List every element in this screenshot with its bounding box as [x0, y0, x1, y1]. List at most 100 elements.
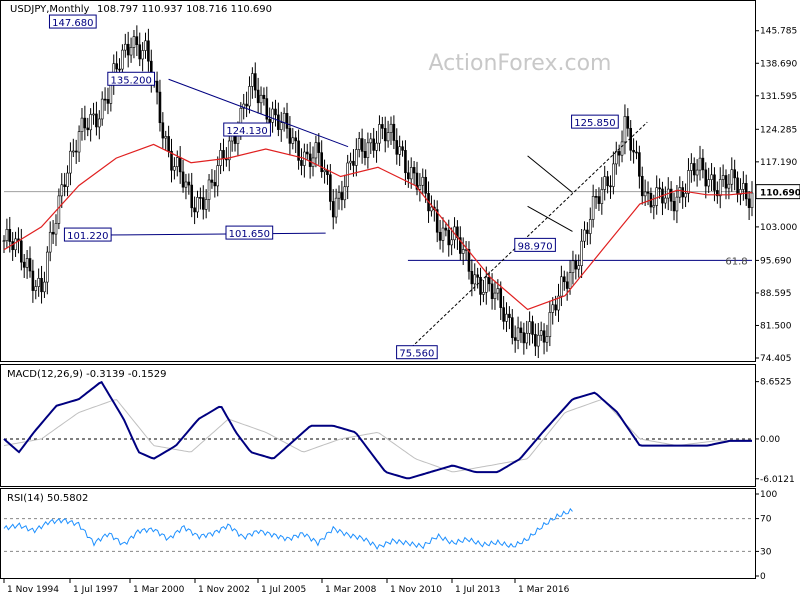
candle-body — [375, 142, 378, 151]
candle-body — [334, 197, 338, 218]
candle-body — [274, 108, 277, 116]
candle-body — [493, 292, 497, 299]
candle-body — [204, 199, 208, 210]
price-label: 75.560 — [399, 349, 434, 360]
candle-body — [447, 229, 451, 246]
candle-body — [265, 98, 269, 120]
candle-body — [219, 150, 222, 166]
candle-body — [213, 182, 217, 187]
candle-body — [187, 181, 191, 186]
watermark: ActionForex.com — [429, 51, 612, 76]
candle-body — [470, 271, 474, 285]
candle-body — [80, 117, 84, 132]
candle-body — [199, 197, 202, 199]
candle-body — [60, 184, 64, 197]
xtick-label: 1 Jul 2013 — [455, 585, 500, 595]
candle-body — [363, 151, 367, 158]
main-panel-frame — [0, 0, 756, 362]
candle-body — [418, 184, 422, 190]
current-price-label: 110.690 — [760, 189, 800, 199]
candle-body — [22, 261, 26, 268]
candle-body — [323, 169, 326, 173]
candle-body — [314, 142, 318, 159]
candle-body — [542, 330, 546, 343]
candle-body — [646, 191, 650, 194]
price-label-box — [48, 14, 97, 29]
candle-body — [164, 136, 168, 139]
candle-body — [612, 163, 615, 187]
rsi-plot-layer — [3, 507, 752, 552]
candle-body — [594, 196, 598, 198]
candle-body — [467, 249, 471, 272]
candle-body — [562, 276, 566, 283]
candle-body — [643, 191, 647, 197]
candle-body — [63, 184, 66, 187]
rsi-panel-frame — [0, 488, 756, 579]
candle-body — [8, 229, 12, 242]
xtick-label: 1 Nov 2010 — [390, 585, 442, 595]
candle-body — [727, 183, 731, 189]
candle-body — [704, 169, 708, 187]
candle-body — [525, 332, 529, 344]
candle-body — [106, 99, 110, 104]
candle-body — [485, 276, 488, 293]
candle-body — [123, 43, 127, 51]
candle-body — [268, 118, 271, 123]
price-label: 101.650 — [229, 229, 270, 240]
candle-body — [320, 152, 323, 173]
candle-body — [161, 122, 165, 139]
candle-body — [635, 151, 638, 154]
candle-body — [11, 241, 14, 251]
candle-body — [190, 184, 194, 209]
candle-body — [459, 237, 462, 254]
candle-body — [126, 43, 130, 56]
candle-body — [638, 152, 641, 177]
candle-body — [539, 330, 543, 336]
candle-body — [181, 171, 185, 188]
candle-body — [46, 251, 49, 283]
trendline-3 — [527, 155, 573, 193]
candle-body — [92, 113, 95, 116]
candle-body — [337, 192, 341, 199]
main-ytick-label: 131.595 — [760, 92, 797, 102]
trendline-2 — [407, 121, 648, 352]
candle-body — [571, 260, 575, 273]
trendline-4 — [527, 205, 573, 232]
candle-body — [173, 166, 176, 171]
candle-body — [31, 270, 35, 291]
candle-body — [14, 238, 17, 251]
candle-body — [450, 239, 453, 246]
candle-body — [329, 174, 332, 202]
main-ytick-label: 145.785 — [760, 27, 797, 37]
main-ytick-label: 74.405 — [760, 354, 792, 364]
candle-body — [69, 150, 72, 174]
candle-body — [121, 49, 124, 70]
candle-body — [687, 170, 690, 194]
candle-body — [248, 86, 251, 107]
candle-body — [554, 304, 557, 311]
candle-body — [343, 186, 347, 201]
price-label: 125.850 — [574, 118, 615, 129]
candle-body — [227, 140, 231, 161]
price-label: 135.200 — [110, 75, 151, 86]
trendline-1 — [101, 232, 326, 236]
trendline-0 — [168, 78, 349, 148]
main-ytick-label: 88.595 — [760, 289, 792, 299]
candle-body — [721, 175, 725, 180]
candle-body — [655, 187, 658, 206]
candle-body — [138, 44, 142, 60]
candle-body — [100, 98, 104, 120]
candle-body — [519, 327, 523, 333]
candle-body — [216, 165, 220, 187]
candle-body — [490, 283, 494, 299]
candle-body — [710, 174, 713, 180]
candle-body — [54, 223, 58, 235]
candle-body — [383, 128, 387, 142]
rsi-ytick-label: 100 — [760, 490, 777, 500]
candle-body — [51, 231, 55, 235]
candle-body — [597, 196, 601, 204]
candle-body — [369, 138, 373, 144]
main-ytick-label: 117.190 — [760, 158, 797, 168]
candle-body — [580, 240, 583, 266]
candle-body — [577, 265, 581, 270]
